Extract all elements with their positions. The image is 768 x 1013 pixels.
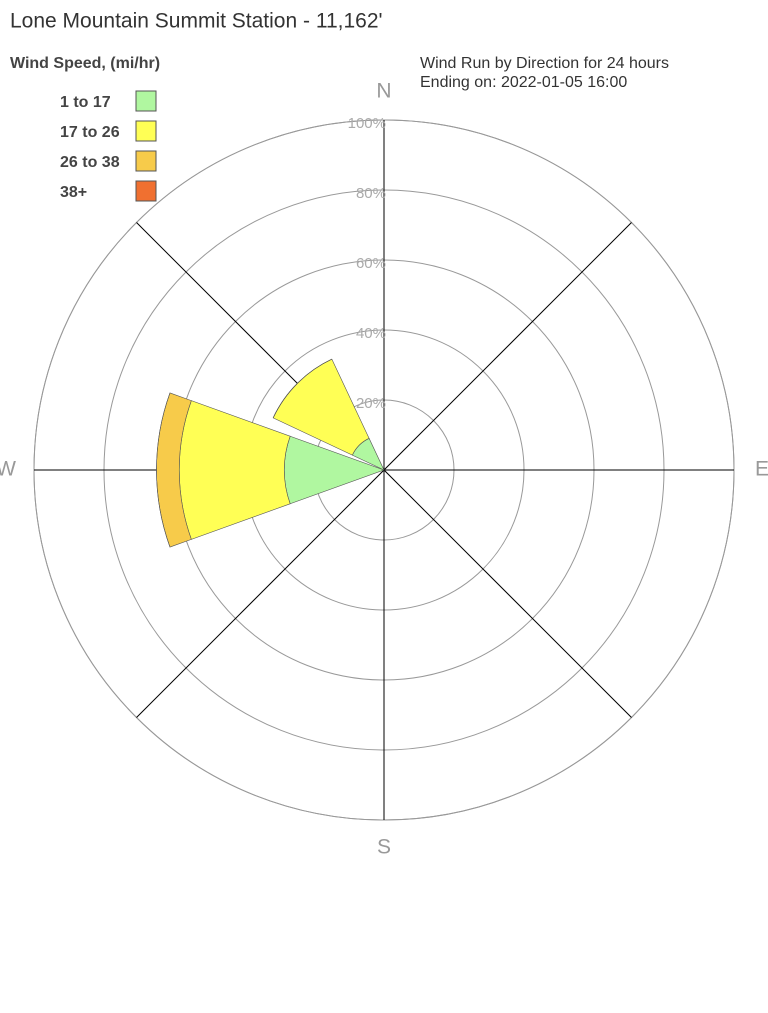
subtitle: Ending on: 2022-01-05 16:00 xyxy=(420,74,627,91)
r-tick-label: 80% xyxy=(356,185,386,202)
sector xyxy=(272,358,332,418)
chart-title: Lone Mountain Summit Station - 11,162' xyxy=(10,10,383,33)
legend-title: Wind Speed, (mi/hr) xyxy=(10,55,160,72)
r-tick-label: 20% xyxy=(356,395,386,412)
legend-swatch xyxy=(135,150,157,172)
legend-swatch xyxy=(135,180,157,202)
direction-label: N xyxy=(376,80,391,103)
direction-label: W xyxy=(0,458,16,481)
subtitle: Wind Run by Direction for 24 hours xyxy=(420,55,669,72)
legend-swatch xyxy=(135,90,157,112)
r-tick-label: 40% xyxy=(356,325,386,342)
direction-label: E xyxy=(755,458,768,481)
legend-swatch xyxy=(135,120,157,142)
r-tick-label: 100% xyxy=(348,115,386,132)
r-tick-label: 60% xyxy=(356,255,386,272)
sector xyxy=(178,400,291,540)
legend-label: 1 to 17 xyxy=(60,94,111,111)
legend-label: 26 to 38 xyxy=(60,154,120,171)
legend-label: 17 to 26 xyxy=(60,124,120,141)
direction-label: S xyxy=(377,836,391,859)
legend-label: 38+ xyxy=(60,184,87,201)
